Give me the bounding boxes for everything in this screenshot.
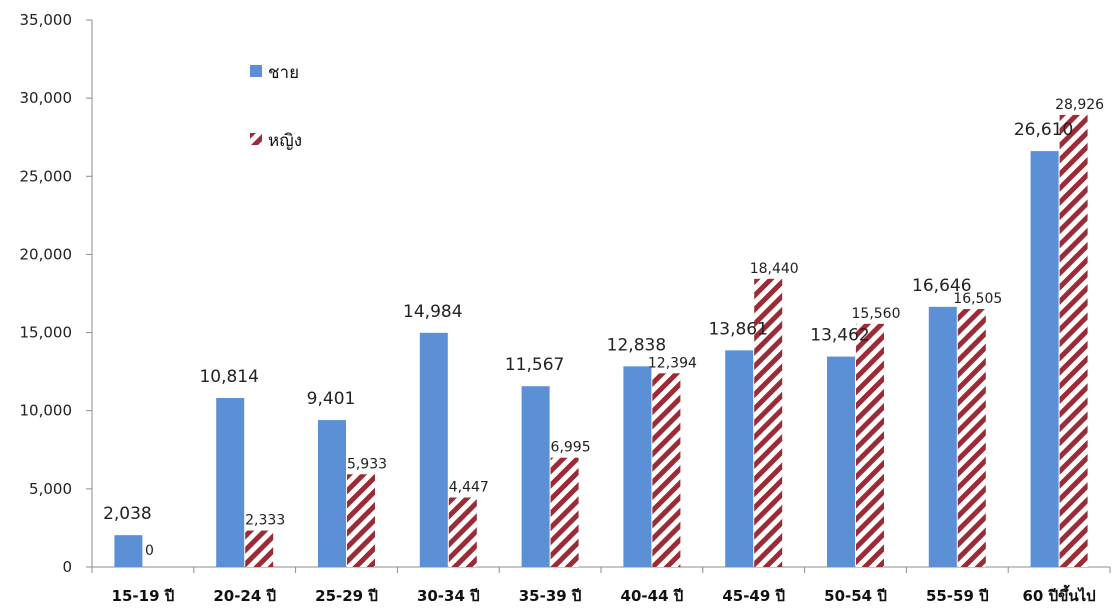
data-label-male: 14,984	[403, 302, 462, 322]
bar-female	[550, 457, 579, 567]
y-tick-label: 25,000	[20, 167, 73, 185]
data-label-male: 13,861	[708, 319, 767, 339]
x-tick-label: 25-29 ปี	[315, 587, 378, 605]
legend-label-male: ชาย	[268, 63, 299, 83]
legend-label-female: หญิง	[268, 131, 302, 151]
data-label-female: 2,333	[245, 513, 285, 529]
bar-male	[928, 306, 957, 567]
bar-male	[623, 366, 652, 567]
data-label-male: 11,567	[505, 355, 564, 375]
data-label-female: 5,933	[347, 456, 387, 472]
x-tick-label: 45-49 ปี	[722, 587, 785, 605]
bar-male	[725, 350, 754, 567]
data-label-female: 18,440	[750, 261, 799, 277]
bar-female	[245, 530, 274, 567]
bar-male	[216, 397, 245, 567]
data-label-female: 6,995	[551, 440, 591, 456]
bar-male	[521, 386, 550, 567]
bar-female	[652, 373, 681, 567]
data-label-male: 9,401	[307, 389, 356, 409]
x-tick-label: 50-54 ปี	[824, 587, 887, 605]
x-tick-label: 60 ปีขึ้นไป	[1022, 584, 1095, 605]
bar-male	[827, 356, 855, 567]
data-label-female: 15,560	[852, 306, 901, 322]
data-label-female: 16,505	[953, 291, 1002, 307]
bar-male	[114, 535, 143, 567]
data-label-female: 4,447	[449, 479, 489, 495]
bar-female	[856, 323, 884, 567]
bar-female	[448, 497, 477, 567]
data-label-female: 12,394	[648, 355, 697, 371]
data-label-male: 10,814	[199, 367, 258, 387]
data-label-male: 26,610	[1014, 120, 1073, 140]
bar-female	[754, 278, 783, 567]
bar-female	[957, 309, 986, 567]
y-tick-label: 20,000	[20, 245, 73, 263]
x-tick-label: 30-34 ปี	[417, 587, 480, 605]
x-tick-label: 20-24 ปี	[213, 587, 276, 605]
data-label-female: 28,926	[1055, 97, 1104, 113]
y-tick-label: 35,000	[20, 11, 73, 29]
x-tick-label: 15-19 ปี	[112, 587, 175, 605]
data-label-male: 12,838	[607, 335, 666, 355]
bar-female	[347, 474, 375, 567]
y-tick-label: 10,000	[20, 402, 73, 420]
x-tick-label: 40-44 ปี	[621, 587, 684, 605]
bar-female	[1059, 114, 1088, 567]
bar-male	[1030, 151, 1059, 567]
y-tick-label: 5,000	[29, 480, 72, 498]
legend-swatch-male	[250, 65, 262, 77]
legend-swatch-female	[250, 133, 262, 145]
data-label-female: 0	[145, 543, 154, 559]
data-label-male: 2,038	[103, 504, 152, 524]
y-tick-label: 30,000	[20, 89, 73, 107]
bar-male	[419, 332, 448, 567]
y-tick-label: 15,000	[20, 324, 73, 342]
data-label-male: 16,646	[912, 276, 971, 296]
bar-male	[318, 420, 346, 567]
y-tick-label: 0	[62, 558, 72, 576]
x-tick-label: 35-39 ปี	[519, 587, 582, 605]
x-tick-label: 55-59 ปี	[926, 587, 989, 605]
data-label-male: 13,462	[810, 326, 869, 346]
